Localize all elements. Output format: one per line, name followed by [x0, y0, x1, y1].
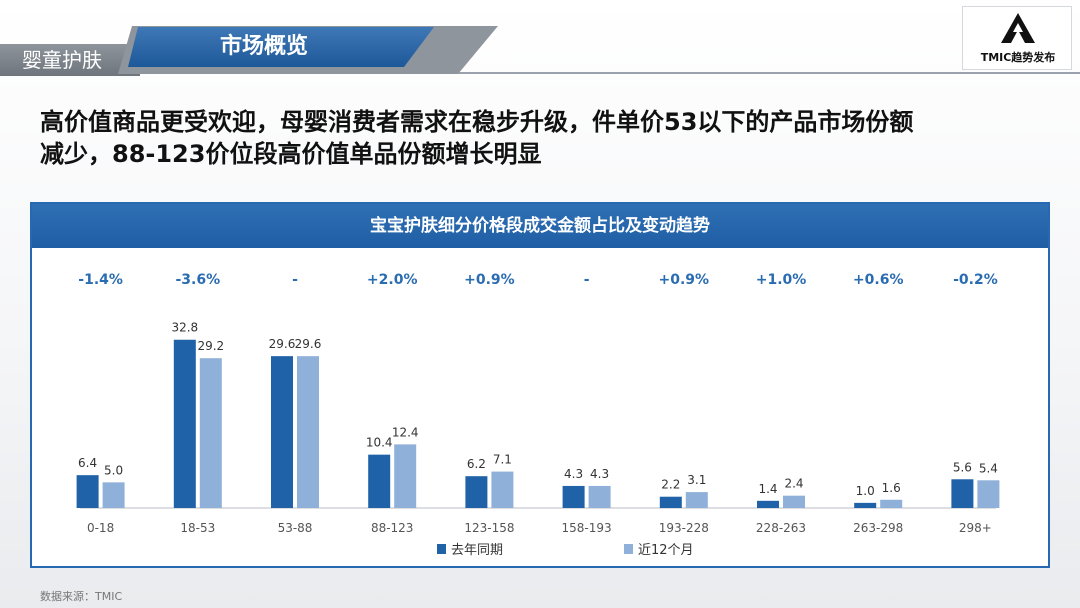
x-tick-label: 158-193 [562, 521, 612, 535]
value-label: 10.4 [366, 436, 393, 450]
value-label: 1.4 [758, 482, 777, 496]
bar-last-year [368, 454, 391, 508]
bar-chart: -1.4%6.45.00-18-3.6%32.829.218-53-29.6 29… [76, 272, 1000, 558]
value-label: 7.1 [493, 453, 512, 467]
x-tick-label: 228-263 [756, 521, 806, 535]
value-label: 1.6 [882, 481, 901, 495]
bar-last-year [951, 479, 974, 508]
change-label: -3.6% [175, 272, 220, 288]
category-tag: 婴童护肤 [0, 44, 140, 76]
bar-recent [102, 482, 125, 508]
bar-last-year [562, 485, 585, 508]
change-label: +0.6% [853, 272, 904, 288]
value-label: 2.2 [661, 478, 680, 492]
value-label: 1.0 [856, 484, 875, 498]
bar-recent [783, 495, 805, 508]
bar-last-year [757, 500, 779, 508]
source-note: 数据来源：TMIC [40, 590, 123, 603]
change-label: +0.9% [659, 272, 710, 288]
bar-last-year [659, 496, 682, 508]
bar-recent [977, 480, 1000, 508]
x-tick-label: 123-158 [464, 521, 514, 535]
legend-swatch [624, 544, 633, 554]
value-label: 6.4 [78, 456, 97, 470]
logo-mark-icon [1001, 13, 1035, 43]
x-tick-label: 263-298 [853, 521, 903, 535]
value-label: 5.4 [979, 461, 998, 475]
value-label: 6.2 [467, 457, 486, 471]
value-label: 3.1 [687, 473, 706, 487]
change-label: - [584, 272, 590, 288]
bar-last-year [271, 356, 293, 508]
header-rule [0, 72, 1080, 74]
x-tick-label: 0-18 [87, 521, 114, 535]
bar-recent [588, 485, 611, 508]
chart-panel: 宝宝护肤细分价格段成交金额占比及变动趋势 -1.4% 6.4 5.0 0-18 -3.6… [30, 202, 1050, 568]
legend-label: 去年同期 [451, 543, 503, 558]
value-label: 2.4 [784, 477, 803, 491]
logo-text: TMIC趋势发布 [980, 51, 1056, 64]
headline: 高价值商品更受欢迎，母婴消费者需求在稳步升级，件单价53以下的产品市场份额 减少… [40, 106, 1050, 170]
bar-recent [685, 492, 708, 508]
legend-swatch [437, 544, 446, 554]
x-tick-label: 193-228 [659, 521, 709, 535]
value-label: 12.4 [392, 425, 419, 439]
x-tick-label: 88-123 [371, 521, 414, 535]
value-label: 32.8 [171, 321, 198, 335]
change-label: +0.9% [464, 272, 515, 288]
bar-last-year [465, 476, 488, 508]
bar-recent [394, 444, 417, 508]
change-label: +1.0% [756, 272, 807, 288]
headline-line-2: 减少，88-123价位段高价值单品份额增长明显 [40, 140, 542, 168]
change-label: - [292, 272, 298, 288]
value-label: 29.6 [295, 337, 322, 351]
value-label: 5.0 [104, 463, 123, 477]
value-label: 5.6 [953, 460, 972, 474]
bar-recent [297, 356, 319, 508]
value-label: 4.3 [590, 467, 609, 481]
bar-recent [491, 471, 514, 508]
change-label: -1.4% [78, 272, 123, 288]
x-tick-label: 18-53 [180, 521, 215, 535]
chart-title: 宝宝护肤细分价格段成交金额占比及变动趋势 [32, 204, 1048, 248]
x-tick-label: 298+ [959, 521, 992, 535]
value-label: 29.6 [269, 337, 296, 351]
bar-last-year [173, 339, 196, 508]
bar-recent [880, 499, 903, 508]
headline-line-1: 高价值商品更受欢迎，母婴消费者需求在稳步升级，件单价53以下的产品市场份额 [40, 108, 914, 136]
bar-last-year [854, 502, 877, 508]
bar-recent [199, 358, 222, 508]
change-label: -0.2% [953, 272, 998, 288]
change-label: +2.0% [367, 272, 418, 288]
section-title: 市场概览 [128, 27, 434, 67]
x-tick-label: 53-88 [278, 521, 313, 535]
bar-last-year [76, 475, 99, 508]
logo: TMIC趋势发布 [962, 6, 1072, 70]
value-label: 29.2 [197, 339, 224, 353]
value-label: 4.3 [564, 467, 583, 481]
legend-label: 近12个月 [638, 543, 694, 558]
